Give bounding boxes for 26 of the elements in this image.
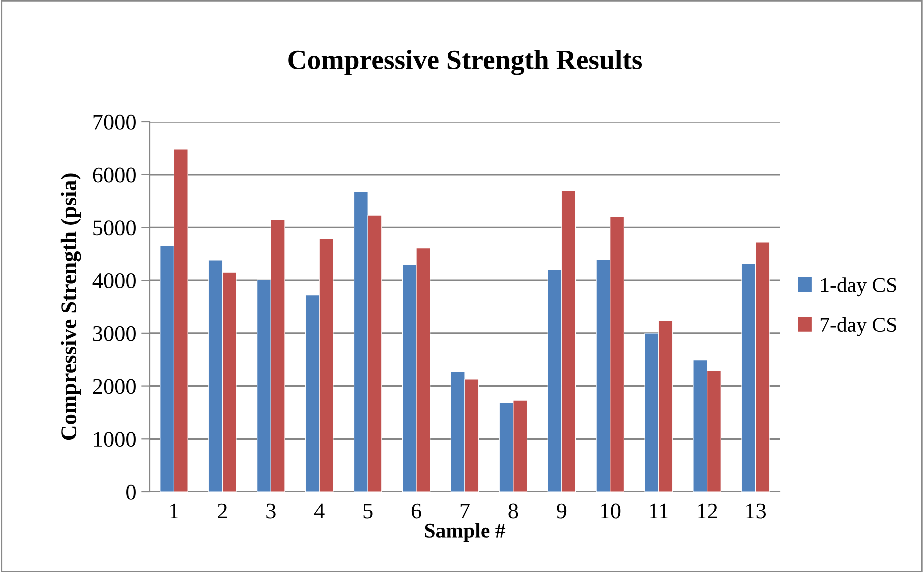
chart-title: Compressive Strength Results xyxy=(288,50,642,76)
x-tick-label: 9 xyxy=(557,504,567,519)
y-tick-label: 2000 xyxy=(93,379,136,394)
x-tick-label: 13 xyxy=(746,504,766,519)
legend-label: 7-day CS xyxy=(820,317,896,336)
x-tick-label: 11 xyxy=(650,504,668,519)
x-tick-label: 3 xyxy=(266,504,276,519)
x-tick-label: 1 xyxy=(170,504,178,519)
legend-label: 1-day CS xyxy=(821,278,896,297)
y-tick-label: 4000 xyxy=(92,274,136,288)
y-axis-title: Compressive Strength (psia) xyxy=(60,174,82,440)
y-tick-label: 7000 xyxy=(94,114,136,130)
y-tick-label: 5000 xyxy=(94,220,136,236)
y-tick-label: 1000 xyxy=(94,432,136,448)
x-tick-label: 10 xyxy=(601,504,621,519)
x-tick-label: 5 xyxy=(364,504,373,519)
y-tick-label: 6000 xyxy=(93,168,136,183)
x-tick-label: 12 xyxy=(698,504,718,519)
x-tick-label: 7 xyxy=(460,504,470,519)
x-tick-label: 2 xyxy=(218,504,228,519)
x-tick-label: 6 xyxy=(412,504,422,519)
x-tick-label: 4 xyxy=(314,504,325,519)
y-tick-label: 3000 xyxy=(93,326,136,342)
x-tick-label: 8 xyxy=(508,504,518,519)
y-tick-label: 0 xyxy=(126,484,136,500)
x-axis-title: Sample # xyxy=(425,523,506,542)
